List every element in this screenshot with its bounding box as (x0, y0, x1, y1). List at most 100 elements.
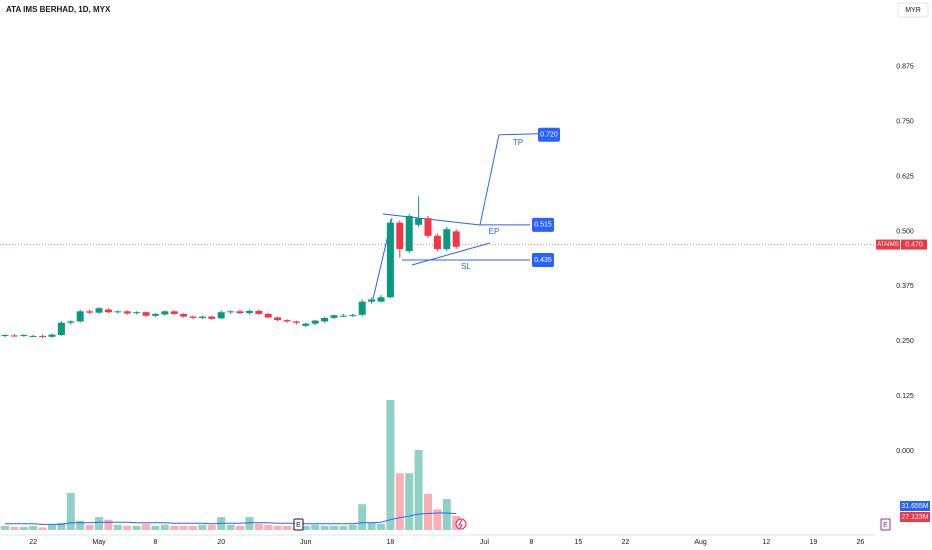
volume-bar (160, 524, 169, 530)
volume-bar (198, 524, 207, 530)
trend-line (411, 242, 491, 266)
volume-bar (179, 525, 188, 530)
price-box (532, 217, 554, 232)
candle-body (255, 310, 263, 314)
candle-body (142, 312, 150, 316)
y-tick-label: 0.500 (896, 228, 914, 235)
x-tick-label: Jul (480, 539, 489, 546)
candle-body (396, 222, 404, 249)
candle-body (29, 335, 37, 337)
volume-bar (377, 523, 385, 530)
price-box (532, 252, 554, 267)
y-tick-label: 0.375 (896, 283, 914, 290)
x-tick-label: 18 (387, 539, 395, 546)
volume-bar (414, 450, 423, 530)
candle-body (292, 321, 300, 323)
candle-body (48, 334, 56, 337)
candle-body (339, 315, 347, 317)
candle-body (67, 321, 75, 323)
annotation-label: SL (461, 262, 471, 271)
candle-body (283, 320, 291, 322)
last-price-label: 0.470 (905, 241, 923, 248)
candle-body (358, 301, 366, 315)
volume-bar (348, 524, 357, 530)
currency-box[interactable] (897, 2, 929, 18)
candle-body (10, 335, 18, 337)
volume-bar (339, 525, 348, 530)
candle-body (39, 335, 47, 337)
candle-body (433, 235, 441, 249)
volume-ma-line (5, 512, 457, 525)
candle-body (264, 313, 272, 318)
y-tick-label: 0.250 (896, 338, 914, 345)
price-box-label: 0.720 (540, 132, 558, 139)
x-tick-label: 19 (810, 539, 818, 546)
candle-body (415, 218, 423, 225)
candle-body (170, 311, 178, 314)
y-tick-label: 0.875 (896, 64, 914, 71)
candle-body (151, 313, 159, 316)
earnings-marker[interactable] (880, 518, 891, 531)
candle-body (227, 311, 235, 313)
volume-bar (38, 527, 47, 530)
x-tick-label: 22 (29, 539, 37, 546)
volume-bar (142, 523, 150, 530)
candle-body (443, 229, 451, 249)
candle-body (424, 218, 432, 236)
candle-body (452, 231, 460, 247)
volume-bar (395, 473, 404, 530)
price-box-label: 0.515 (534, 222, 552, 229)
volume-bar (207, 524, 216, 530)
candle-body (198, 316, 206, 318)
last-price-tag (901, 239, 927, 250)
volume-bar (442, 499, 451, 530)
volume-bar (386, 399, 395, 530)
volume-bar (66, 492, 75, 530)
volume-bar (245, 517, 254, 530)
candle-body (217, 312, 225, 319)
y-tick-label: 0.000 (896, 448, 914, 455)
volume-bar (320, 525, 329, 530)
volume-bar (236, 525, 244, 530)
volume-bar (301, 525, 310, 530)
candle-body (57, 322, 65, 336)
candle-body (86, 311, 94, 313)
volume-tag-label: 27.123M (901, 514, 928, 521)
volume-bar (405, 473, 414, 530)
candle-body (330, 315, 338, 318)
x-tick-label: 8 (153, 539, 157, 546)
volume-bar (358, 504, 367, 530)
volume-bar (273, 525, 282, 530)
candle-body (245, 310, 253, 314)
price-box (538, 127, 560, 142)
volume-bar (264, 524, 273, 530)
volume-bar (189, 525, 197, 530)
volume-bar (151, 525, 160, 530)
volume-bar (113, 524, 122, 530)
dividend-bolt (458, 519, 463, 529)
candle-body (377, 297, 385, 302)
candle-body (311, 320, 319, 324)
y-tick-label: 0.625 (896, 173, 914, 180)
currency[interactable]: MYR (905, 7, 921, 14)
candle-body (349, 314, 357, 316)
candle-body (236, 311, 244, 314)
x-tick-label: Aug (694, 539, 707, 546)
candle-body (20, 335, 28, 337)
x-tick-label: 15 (575, 539, 583, 546)
volume-bar (104, 519, 113, 530)
candle-body (386, 222, 394, 298)
volume-tag-label: 31.655M (901, 503, 928, 510)
volume-bar (330, 525, 338, 530)
volume-bar (424, 493, 432, 530)
x-tick-label: 8 (529, 539, 533, 546)
volume-bar (1, 525, 9, 530)
candle-body (405, 216, 413, 252)
candle-body (368, 299, 376, 302)
earnings-label: E (883, 522, 888, 529)
volume-bar (57, 522, 66, 530)
volume-bar (254, 523, 263, 530)
earnings-marker[interactable] (293, 518, 304, 531)
volume-bar (19, 526, 28, 530)
